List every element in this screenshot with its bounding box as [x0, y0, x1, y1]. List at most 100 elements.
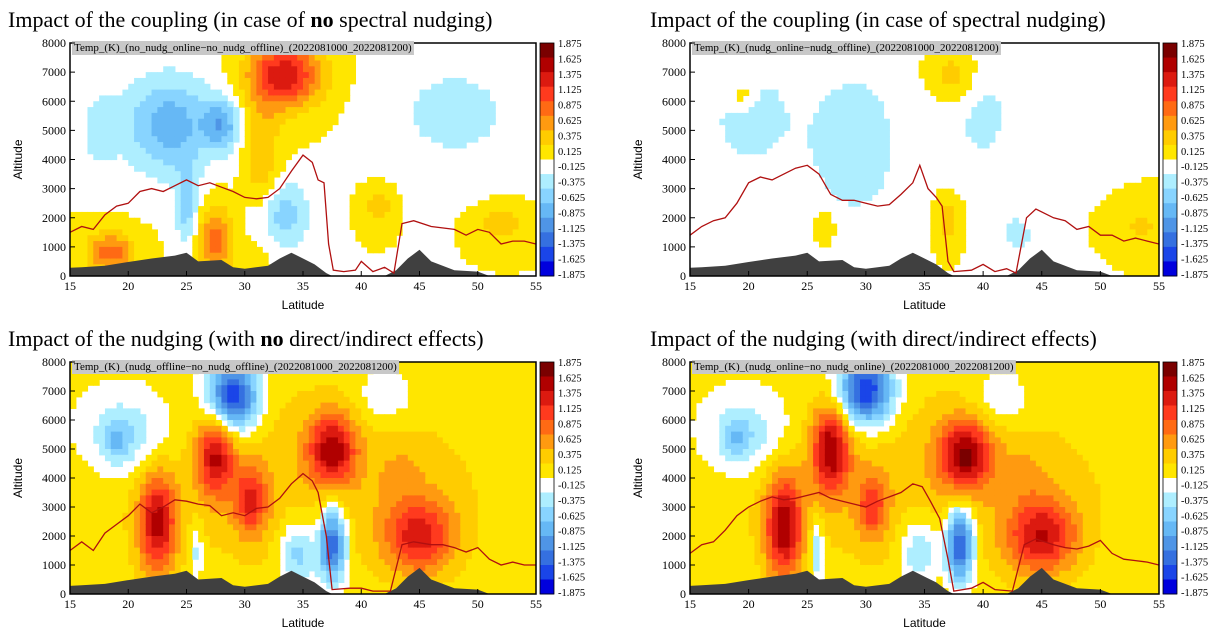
heatmap-cell — [442, 391, 450, 398]
heatmap-cell — [209, 524, 217, 531]
heatmap-cell — [139, 425, 147, 433]
heatmap-cell — [215, 565, 223, 572]
heatmap-cell — [396, 547, 403, 554]
heatmap-cell — [454, 101, 461, 108]
heatmap-cell — [116, 235, 124, 242]
heatmap-cell — [425, 373, 432, 380]
heatmap-cell — [436, 501, 444, 508]
heatmap-cell — [1006, 229, 1014, 236]
heatmap-cell — [169, 95, 176, 102]
heatmap-cell — [419, 536, 426, 543]
heatmap-cell — [227, 112, 234, 120]
heatmap-cell — [326, 530, 333, 537]
heatmap-cell — [454, 396, 461, 404]
heatmap-cell — [343, 501, 351, 508]
heatmap-cell — [367, 501, 374, 508]
heatmap-cell — [233, 454, 240, 462]
heatmap-cell — [314, 553, 322, 560]
heatmap-cell — [1129, 194, 1137, 201]
heatmap-cell — [104, 553, 112, 560]
heatmap-cell — [169, 501, 176, 508]
heatmap-cell — [279, 235, 287, 242]
heatmap-cell — [842, 171, 849, 178]
heatmap-cell — [192, 153, 199, 161]
heatmap-cell — [145, 478, 153, 485]
heatmap-cell — [163, 95, 170, 102]
heatmap-cell — [93, 431, 100, 438]
heatmap-cell — [110, 229, 118, 236]
heatmap-cell — [766, 136, 773, 143]
heatmap-cell — [186, 95, 193, 102]
heatmap-cell — [186, 507, 193, 514]
heatmap-cell — [285, 235, 292, 242]
heatmap-cell — [378, 507, 386, 514]
heatmap-cell — [824, 130, 832, 137]
heatmap-cell — [279, 524, 287, 531]
heatmap-cell — [203, 217, 211, 225]
heatmap-cell — [367, 553, 374, 560]
y-tick-label: 4000 — [662, 153, 686, 167]
heatmap-cell — [186, 408, 193, 415]
heatmap-cell — [378, 460, 386, 467]
heatmap-cell — [396, 489, 403, 496]
heatmap-cell — [396, 223, 403, 230]
heatmap-cell — [320, 512, 327, 520]
heatmap-cell — [830, 101, 838, 108]
heatmap-cell — [174, 565, 182, 572]
heatmap-cell — [308, 373, 316, 380]
heatmap-cell — [70, 264, 77, 271]
heatmap-cell — [186, 124, 193, 131]
heatmap-cell — [436, 443, 444, 450]
heatmap-cell — [477, 258, 485, 265]
chart-title: Impact of the coupling (in case of no sp… — [8, 7, 493, 32]
heatmap-cell — [163, 536, 170, 543]
heatmap-cell — [361, 194, 368, 201]
heatmap-cell — [250, 176, 257, 184]
heatmap-cell — [396, 524, 403, 531]
heatmap-cell — [442, 495, 450, 502]
heatmap-cell — [238, 95, 246, 102]
heatmap-cell — [209, 472, 217, 479]
heatmap-cell — [460, 530, 467, 537]
heatmap-cell — [87, 211, 94, 219]
heatmap-cell — [471, 512, 479, 520]
heatmap-cell — [501, 235, 508, 242]
heatmap-cell — [460, 489, 467, 496]
heatmap-cell — [180, 420, 188, 427]
heatmap-cell — [506, 258, 514, 265]
heatmap-cell — [163, 147, 170, 155]
heatmap-cell — [238, 454, 246, 462]
heatmap-cell — [471, 547, 479, 554]
heatmap-cell — [262, 570, 269, 578]
heatmap-cell — [466, 466, 473, 473]
heatmap-cell — [308, 489, 316, 496]
heatmap-cell — [337, 518, 345, 525]
heatmap-cell — [477, 402, 485, 409]
heatmap-cell — [308, 54, 316, 62]
heatmap-cell — [460, 518, 467, 525]
heatmap-cell — [384, 188, 391, 196]
heatmap-cell — [466, 449, 473, 456]
heatmap-cell — [122, 553, 129, 560]
heatmap-cell — [285, 512, 292, 520]
heatmap-cell — [285, 72, 292, 79]
heatmap-cell — [854, 194, 861, 201]
heatmap-cell — [448, 437, 456, 444]
heatmap-cell — [186, 159, 193, 166]
heatmap-cell — [813, 229, 820, 236]
heatmap-cell — [936, 66, 943, 73]
heatmap-cell — [830, 188, 838, 196]
heatmap-cell — [291, 425, 298, 433]
colorbar-tick-label: -0.625 — [1181, 193, 1208, 204]
heatmap-cell — [128, 553, 135, 560]
heatmap-cell — [836, 194, 844, 201]
heatmap-cell — [947, 83, 955, 91]
heatmap-cell — [431, 107, 438, 114]
heatmap-cell — [419, 385, 426, 392]
heatmap-cell — [268, 66, 275, 73]
heatmap-cell — [291, 507, 298, 514]
heatmap-cell — [134, 246, 141, 254]
heatmap-cell — [448, 431, 456, 438]
heatmap-cell — [349, 495, 357, 502]
heatmap-cell — [273, 373, 281, 380]
